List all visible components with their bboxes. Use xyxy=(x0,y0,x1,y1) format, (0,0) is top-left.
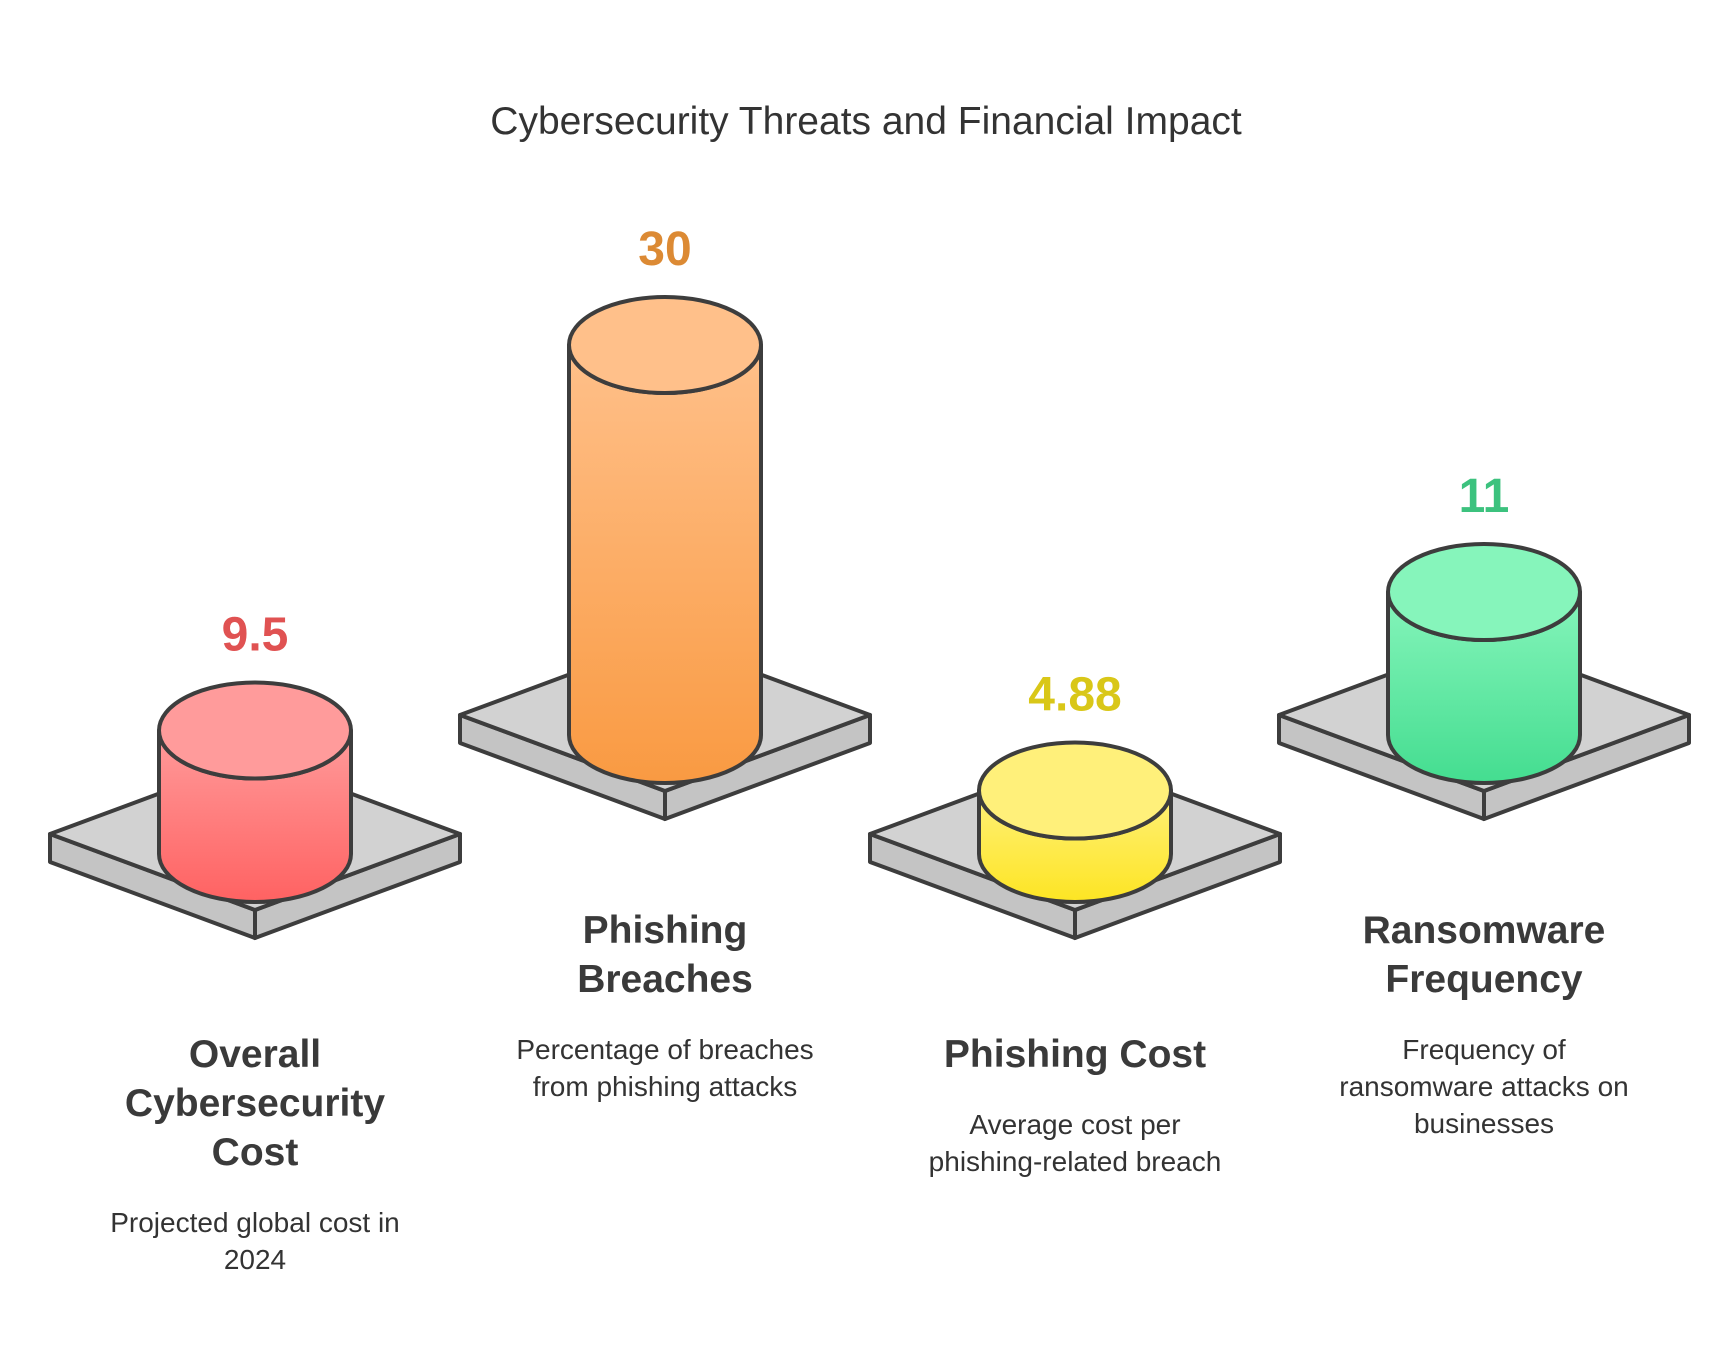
chart-title: Cybersecurity Threats and Financial Impa… xyxy=(490,100,1242,143)
value-label-1: 30 xyxy=(638,223,691,276)
category-label-1-1: Breaches xyxy=(577,958,753,1001)
value-label-3: 11 xyxy=(1459,470,1510,523)
description-3-1: ransomware attacks on xyxy=(1339,1071,1628,1102)
bar-top-1 xyxy=(567,295,763,395)
category-label-1-0: Phishing xyxy=(583,909,748,952)
bars-group: 9.5 Overall Cybersecurity Cost Projected glo… xyxy=(48,223,1691,1275)
category-label-0-1: Cybersecurity xyxy=(125,1082,385,1125)
description-0-1: 2024 xyxy=(224,1244,286,1275)
category-label-0-0: Overall xyxy=(189,1033,321,1076)
description-2-0: Average cost per xyxy=(969,1109,1180,1140)
value-label-0: 9.5 xyxy=(222,609,289,662)
bar-group-1: 30 Phishing Breaches Percentage of breaches… xyxy=(458,223,872,1102)
description-1-0: Percentage of breaches xyxy=(516,1034,813,1065)
bar-top-2 xyxy=(977,740,1173,841)
bar-top-3 xyxy=(1386,542,1582,642)
description-3-2: businesses xyxy=(1414,1108,1554,1139)
bar-1 xyxy=(567,343,763,785)
value-label-2: 4.88 xyxy=(1028,669,1121,722)
description-2-1: phishing-related breach xyxy=(929,1146,1222,1177)
bar-group-0: 9.5 Overall Cybersecurity Cost Projected glo… xyxy=(48,609,462,1275)
category-label-3-0: Ransomware xyxy=(1363,909,1606,952)
bar-top-0 xyxy=(157,680,353,781)
description-0-0: Projected global cost in xyxy=(110,1207,400,1238)
description-1-1: from phishing attacks xyxy=(533,1071,798,1102)
bar-group-3: 11 Ransomware Frequency Frequency of ransomw… xyxy=(1277,470,1691,1139)
description-3-0: Frequency of xyxy=(1402,1034,1566,1065)
category-label-0-2: Cost xyxy=(212,1131,299,1174)
bar-group-2: 4.88 Phishing Cost Average cost per phishin… xyxy=(868,669,1282,1177)
category-label-3-1: Frequency xyxy=(1385,958,1583,1001)
category-label-2-0: Phishing Cost xyxy=(944,1033,1206,1076)
